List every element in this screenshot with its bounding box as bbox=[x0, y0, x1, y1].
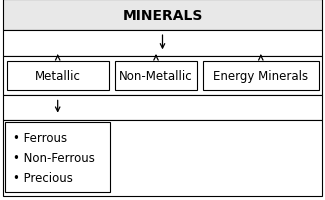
Text: • Non-Ferrous: • Non-Ferrous bbox=[13, 152, 95, 164]
Text: MINERALS: MINERALS bbox=[122, 9, 203, 22]
Bar bbox=[3, 120, 322, 196]
Text: • Ferrous: • Ferrous bbox=[13, 132, 67, 144]
Text: Energy Minerals: Energy Minerals bbox=[213, 70, 308, 83]
Bar bbox=[6, 62, 109, 91]
Bar bbox=[3, 0, 322, 31]
Text: Metallic: Metallic bbox=[35, 70, 81, 83]
Bar bbox=[3, 31, 322, 57]
Bar bbox=[3, 57, 322, 96]
Bar bbox=[203, 62, 318, 91]
Bar bbox=[5, 122, 110, 192]
Text: Non-Metallic: Non-Metallic bbox=[119, 70, 193, 83]
Text: • Precious: • Precious bbox=[13, 172, 73, 184]
Bar bbox=[3, 96, 322, 120]
Bar bbox=[115, 62, 197, 91]
